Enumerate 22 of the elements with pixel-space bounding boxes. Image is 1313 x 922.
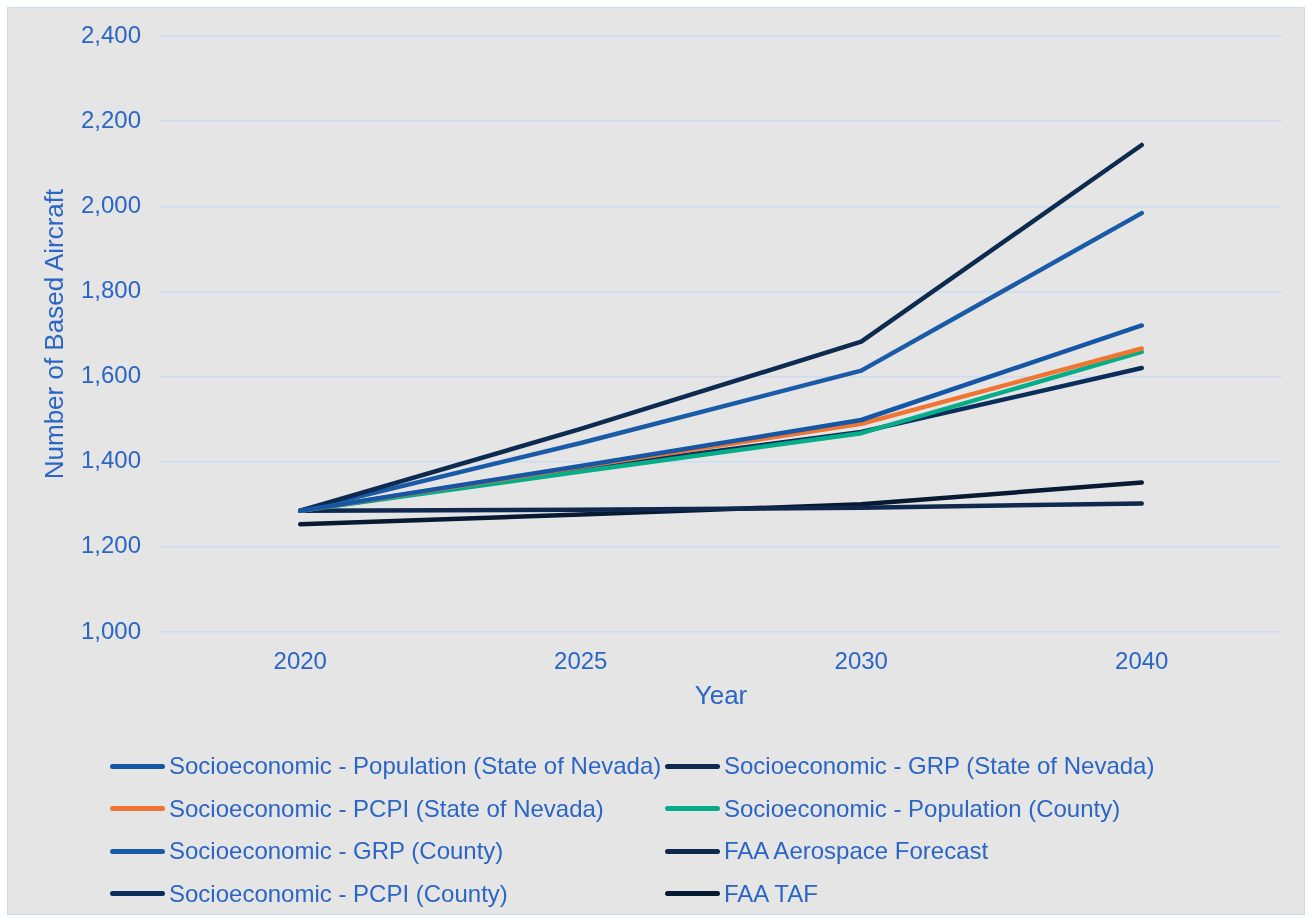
y-tick-label: 1,600 — [80, 361, 141, 389]
x-axis-title: Year — [694, 679, 748, 710]
x-tick-label: 2025 — [554, 647, 608, 675]
y-axis-title: Number of Based Aircraft — [38, 188, 69, 480]
legend-label: Socioeconomic - PCPI (State of Nevada) — [169, 794, 604, 823]
legend-label: Socioeconomic - PCPI (County) — [169, 879, 508, 908]
legend-label: Socioeconomic - GRP (County) — [169, 837, 504, 866]
x-tick-label: 2020 — [273, 647, 327, 675]
y-tick-label: 1,400 — [80, 446, 141, 474]
legend-label: Socioeconomic - Population (County) — [724, 794, 1121, 823]
legend-label: Socioeconomic - Population (State of Nevada) — [169, 752, 662, 781]
y-tick-label: 2,000 — [80, 190, 141, 218]
x-tick-label: 2030 — [834, 647, 888, 675]
y-tick-label: 2,400 — [80, 20, 141, 48]
y-tick-label: 1,000 — [80, 616, 141, 644]
legend-label: FAA Aerospace Forecast — [724, 837, 989, 866]
x-tick-label: 2040 — [1115, 647, 1169, 675]
legend-label: Socioeconomic - GRP (State of Nevada) — [724, 752, 1155, 781]
y-tick-label: 2,200 — [80, 105, 141, 133]
y-tick-label: 1,200 — [80, 531, 141, 559]
legend-label: FAA TAF — [724, 879, 818, 908]
y-tick-label: 1,800 — [80, 276, 141, 304]
